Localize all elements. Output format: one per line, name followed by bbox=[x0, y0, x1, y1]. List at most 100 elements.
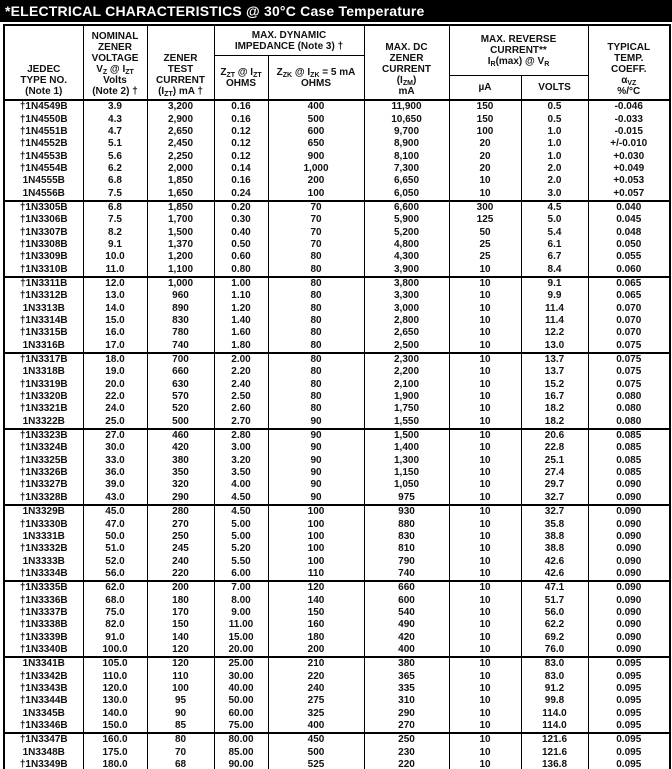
table-row: †1N3346B 150.0 85 75.00 400 270 10 114.0 0.095 bbox=[3, 719, 671, 734]
cell-izm: 1,550 bbox=[363, 415, 450, 429]
cell-zzt: 0.50 bbox=[213, 238, 269, 252]
cell-izm: 2,100 bbox=[363, 378, 450, 391]
cell-vz: 175.0 bbox=[82, 746, 148, 759]
col-header-volts: VOLTS bbox=[520, 76, 588, 99]
cell-zzt: 0.30 bbox=[213, 214, 269, 227]
cell-volts: 121.6 bbox=[520, 746, 589, 759]
cell-izm: 4,300 bbox=[363, 251, 450, 264]
cell-zzt: 0.20 bbox=[213, 200, 269, 215]
cell-type: 1N3333B bbox=[3, 555, 84, 568]
cell-zzt: 0.16 bbox=[213, 175, 269, 188]
table-row: 1N3345B 140.0 90 60.00 325 290 10 114.0 0.095 bbox=[3, 707, 671, 720]
cell-izt: 100 bbox=[146, 682, 215, 696]
cell-zzk: 140 bbox=[267, 594, 365, 607]
cell-izt: 660 bbox=[146, 366, 215, 379]
cell-ua: 25 bbox=[448, 238, 522, 252]
cell-type: †1N3338B bbox=[3, 619, 84, 632]
cell-volts: 47.1 bbox=[520, 581, 589, 595]
cell-volts: 1.0 bbox=[520, 150, 589, 163]
cell-volts: 13.0 bbox=[520, 339, 589, 353]
cell-ua: 300 bbox=[448, 200, 522, 215]
table-row: †1N3317B 18.0 700 2.00 80 2,300 10 13.7 0.075 bbox=[3, 352, 671, 367]
header-line: (Note 1) bbox=[25, 86, 63, 97]
cell-tc: 0.080 bbox=[587, 390, 671, 404]
cell-tc: 0.060 bbox=[587, 263, 671, 277]
cell-tc: 0.050 bbox=[587, 238, 671, 252]
cell-izm: 5,200 bbox=[363, 226, 450, 239]
table-row: †1N3340B 100.0 120 20.00 200 400 10 76.0 0.090 bbox=[3, 643, 671, 658]
cell-zzk: 70 bbox=[267, 200, 365, 215]
table-row: †1N3335B 62.0 200 7.00 120 660 10 47.1 0.090 bbox=[3, 581, 671, 595]
cell-izm: 2,650 bbox=[363, 327, 450, 340]
cell-izm: 3,000 bbox=[363, 302, 450, 315]
cell-zzk: 80 bbox=[267, 327, 365, 340]
cell-ua: 10 bbox=[448, 631, 522, 644]
cell-izt: 630 bbox=[146, 378, 215, 391]
cell-ua: 10 bbox=[448, 758, 522, 769]
cell-zzt: 2.40 bbox=[213, 378, 269, 391]
cell-zzk: 80 bbox=[267, 390, 365, 404]
cell-vz: 25.0 bbox=[82, 415, 148, 429]
cell-izm: 540 bbox=[363, 606, 450, 620]
cell-tc: 0.085 bbox=[587, 466, 671, 480]
cell-izm: 6,050 bbox=[363, 187, 450, 201]
header-line: TEST bbox=[167, 64, 194, 75]
cell-izm: 10,650 bbox=[363, 113, 450, 126]
cell-type: †1N3309B bbox=[3, 251, 84, 264]
header-line: αVZ bbox=[621, 75, 637, 87]
header-line: TYPE NO. bbox=[20, 75, 68, 86]
cell-zzk: 70 bbox=[267, 238, 365, 252]
cell-vz: 5.6 bbox=[82, 150, 148, 163]
cell-izt: 170 bbox=[146, 606, 215, 620]
cell-volts: 121.6 bbox=[520, 733, 589, 747]
row-group-9: †1N3347B 160.0 80 80.00 450 250 10 121.6 0.095 1N… bbox=[3, 733, 671, 769]
table-row: †1N3334B 56.0 220 6.00 110 740 10 42.6 0.090 bbox=[3, 567, 671, 582]
cell-izm: 810 bbox=[363, 543, 450, 556]
cell-vz: 100.0 bbox=[82, 643, 148, 658]
cell-type: †1N3337B bbox=[3, 606, 84, 620]
cell-vz: 9.1 bbox=[82, 238, 148, 252]
cell-ua: 10 bbox=[448, 263, 522, 277]
cell-ua: 10 bbox=[448, 670, 522, 683]
cell-tc: 0.090 bbox=[587, 479, 671, 492]
cell-zzt: 80.00 bbox=[213, 733, 269, 747]
cell-zzt: 6.00 bbox=[213, 567, 269, 582]
cell-tc: 0.048 bbox=[587, 226, 671, 239]
cell-type: 1N3313B bbox=[3, 302, 84, 315]
cell-tc: 0.075 bbox=[587, 339, 671, 353]
header-line: OHMS bbox=[226, 77, 256, 89]
cell-zzt: 9.00 bbox=[213, 606, 269, 620]
header-line: VZ @ IZT bbox=[96, 64, 134, 76]
cell-type: †1N3305B bbox=[3, 200, 84, 215]
cell-vz: 6.8 bbox=[82, 200, 148, 215]
cell-izt: 570 bbox=[146, 390, 215, 404]
table-row: †1N3312B 13.0 960 1.10 80 3,300 10 9.9 0.065 bbox=[3, 290, 671, 303]
row-group-3: †1N3311B 12.0 1,000 1.00 80 3,800 10 9.1 0.065 †1… bbox=[3, 276, 671, 353]
cell-vz: 52.0 bbox=[82, 555, 148, 568]
cell-tc: 0.090 bbox=[587, 606, 671, 620]
cell-izm: 880 bbox=[363, 518, 450, 531]
cell-zzt: 2.20 bbox=[213, 366, 269, 379]
cell-zzt: 0.12 bbox=[213, 125, 269, 139]
cell-izt: 960 bbox=[146, 290, 215, 303]
cell-vz: 22.0 bbox=[82, 390, 148, 404]
cell-izm: 420 bbox=[363, 631, 450, 644]
cell-volts: 3.0 bbox=[520, 187, 589, 201]
cell-izm: 290 bbox=[363, 707, 450, 720]
cell-volts: 32.7 bbox=[520, 491, 589, 505]
reverse-group-box: MAX. REVERSE CURRENT** IR(max) @ VR µA VOL… bbox=[449, 26, 588, 99]
cell-type: †1N3310B bbox=[3, 263, 84, 277]
cell-vz: 68.0 bbox=[82, 594, 148, 607]
cell-type: 1N3331B bbox=[3, 530, 84, 544]
cell-volts: 15.2 bbox=[520, 378, 589, 391]
cell-ua: 10 bbox=[448, 290, 522, 303]
cell-zzk: 450 bbox=[267, 733, 365, 747]
row-group-8: 1N3341B 105.0 120 25.00 210 380 10 83.0 0.095 †1N… bbox=[3, 657, 671, 734]
cell-type: †1N3306B bbox=[3, 214, 84, 227]
cell-izt: 1,700 bbox=[146, 214, 215, 227]
cell-zzt: 85.00 bbox=[213, 746, 269, 759]
cell-volts: 18.2 bbox=[520, 415, 589, 429]
cell-type: 1N3348B bbox=[3, 746, 84, 759]
table-row: †1N3324B 30.0 420 3.00 90 1,400 10 22.8 0.085 bbox=[3, 442, 671, 455]
electrical-characteristics-table: JEDEC TYPE NO. (Note 1) NOMINAL ZENER VOLTAG… bbox=[3, 24, 671, 769]
